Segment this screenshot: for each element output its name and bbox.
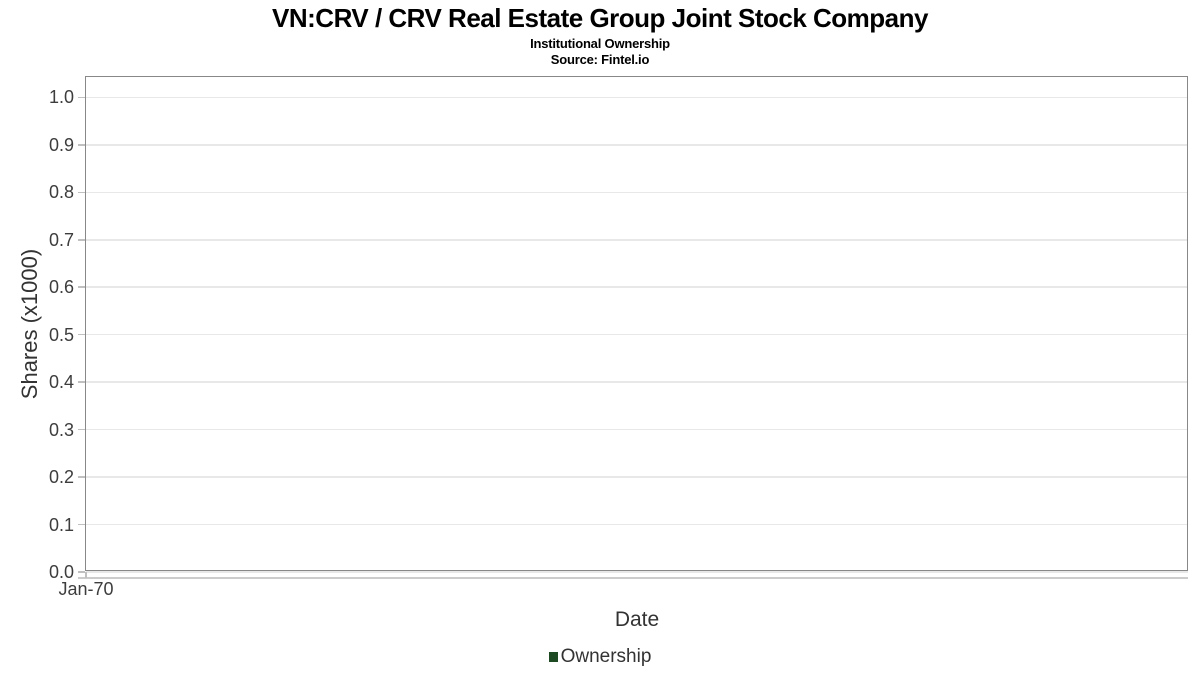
gridline-y-0.0 bbox=[86, 571, 1188, 573]
gridline-y-0.6 bbox=[86, 286, 1188, 288]
y-tick-label-0.2: 0.2 bbox=[48, 467, 74, 488]
y-tick-mark-1.0 bbox=[78, 96, 85, 99]
y-tick-mark-0.3 bbox=[78, 428, 85, 431]
y-tick-label-0.6: 0.6 bbox=[48, 277, 74, 298]
legend: Ownership bbox=[0, 646, 1200, 668]
gridline-y-0.7 bbox=[86, 239, 1188, 241]
plot-area bbox=[85, 76, 1188, 571]
y-tick-mark-0.4 bbox=[78, 381, 85, 383]
y-tick-mark-0.2 bbox=[78, 476, 85, 478]
gridline-y-0.9 bbox=[86, 144, 1188, 146]
gridline-y-0.3 bbox=[86, 428, 1188, 431]
x-tick-mark-Jan-70 bbox=[85, 572, 87, 578]
y-tick-label-0.1: 0.1 bbox=[48, 514, 74, 535]
gridline-y-1.0 bbox=[86, 96, 1188, 99]
gridline-y-0.5 bbox=[86, 333, 1188, 336]
legend-swatch-ownership bbox=[548, 652, 558, 662]
y-tick-label-0.5: 0.5 bbox=[48, 324, 74, 345]
gridline-y-0.2 bbox=[86, 476, 1188, 478]
x-axis-label: Date bbox=[614, 608, 660, 631]
y-tick-mark-0.5 bbox=[78, 333, 85, 336]
chart-title: VN:CRV / CRV Real Estate Group Joint Sto… bbox=[272, 3, 928, 33]
y-tick-mark-0.9 bbox=[78, 144, 85, 146]
gridline-y-0.8 bbox=[86, 191, 1188, 194]
x-tick-label-Jan-70: Jan-70 bbox=[58, 579, 114, 599]
y-tick-mark-0.6 bbox=[78, 286, 85, 288]
chart-source: Source: Fintel.io bbox=[550, 52, 650, 67]
y-tick-mark-0.1 bbox=[78, 523, 85, 526]
y-tick-label-0.4: 0.4 bbox=[48, 372, 74, 393]
gridline-y-0.4 bbox=[86, 381, 1188, 383]
y-tick-label-1.0: 1.0 bbox=[48, 87, 74, 108]
y-tick-label-0.7: 0.7 bbox=[48, 229, 74, 250]
y-tick-mark-0.0 bbox=[78, 571, 85, 573]
legend-label-ownership: Ownership bbox=[560, 646, 652, 667]
gridline-y-0.1 bbox=[86, 523, 1188, 526]
y-tick-mark-0.8 bbox=[78, 191, 85, 194]
y-tick-label-0.0: 0.0 bbox=[48, 562, 74, 582]
y-tick-mark-0.7 bbox=[78, 239, 85, 241]
y-tick-label-0.3: 0.3 bbox=[48, 419, 74, 440]
y-tick-label-0.9: 0.9 bbox=[48, 134, 74, 155]
x-axis-line bbox=[78, 577, 1188, 579]
chart-subtitle: Institutional Ownership bbox=[530, 36, 670, 51]
y-tick-label-0.8: 0.8 bbox=[48, 182, 74, 203]
